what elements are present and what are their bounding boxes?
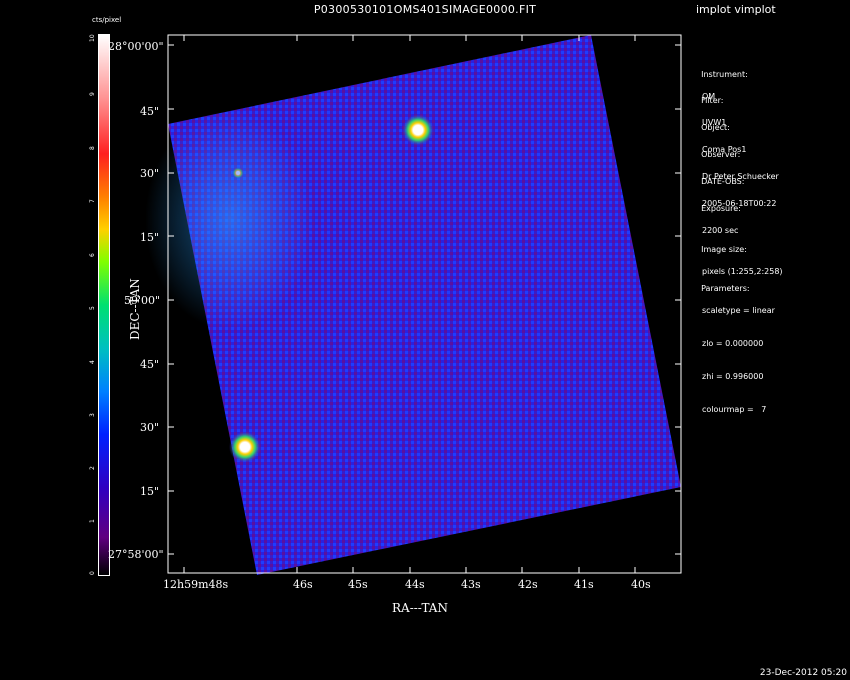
y-tick-label: 15" [140, 485, 160, 498]
instrument-value: OM [702, 92, 716, 101]
object-value: Coma Pos1 [702, 145, 747, 154]
plot-title: P0300530101OMS401SIMAGE0000.FIT [313, 3, 537, 16]
imagesize-value: pixels (1:255,2:258) [702, 267, 783, 276]
observer-value: Dr Peter Schuecker [702, 172, 779, 181]
instrument-info: Instrument: OM [696, 58, 748, 113]
filter-label: Filter: [701, 96, 724, 105]
faint-source [232, 167, 244, 179]
x-tick-label: 12h59m48s [163, 578, 229, 591]
timestamp: 23-Dec-2012 05:20 [759, 668, 847, 678]
object-info: Object: Coma Pos1 [696, 111, 746, 166]
y-tick-label: 59'00" [124, 294, 161, 307]
parameters-info: Parameters: scaletype = linear zlo = 0.0… [696, 272, 775, 426]
bright-source [229, 431, 261, 463]
x-tick-label: 40s [631, 578, 651, 591]
filter-value: UVW1 [702, 118, 727, 127]
date-info: DATE-OBS: 2005-06-18T00:22 [696, 165, 776, 220]
object-label: Object: [701, 123, 730, 132]
observer-label: Observer: [701, 150, 741, 159]
axis-ticks [168, 35, 681, 573]
filter-info: Filter: UVW1 [696, 84, 726, 139]
x-tick-label: 41s [574, 578, 594, 591]
colourmap-value: colourmap = 7 [702, 405, 767, 414]
y-axis-label: DEC--TAN [128, 278, 142, 340]
y-tick-label: 28°00'00" [108, 40, 164, 53]
x-tick-label: 42s [518, 578, 538, 591]
x-tick-label: 45s [348, 578, 368, 591]
instrument-label: Instrument: [701, 70, 748, 79]
observer-info: Observer: Dr Peter Schuecker [696, 138, 779, 193]
y-tick-label: 27°58'00" [108, 548, 164, 561]
exposure-value: 2200 sec [702, 226, 739, 235]
exposure-label: Exposure: [701, 204, 741, 213]
x-tick-label: 44s [405, 578, 425, 591]
exposure-info: Exposure: 2200 sec [696, 192, 741, 247]
plot-frame [167, 34, 682, 574]
diffuse-emission [145, 110, 315, 330]
scaletype-value: scaletype = linear [702, 306, 775, 315]
y-tick-label: 15" [140, 231, 160, 244]
imagesize-label: Image size: [701, 245, 747, 254]
x-tick-label: 43s [461, 578, 481, 591]
x-axis-label: RA---TAN [392, 601, 448, 615]
date-label: DATE-OBS: [701, 177, 745, 186]
x-tick-label: 46s [293, 578, 313, 591]
zlo-value: zlo = 0.000000 [702, 339, 764, 348]
colorbar [98, 34, 110, 576]
parameters-label: Parameters: [701, 284, 750, 293]
colorbar-unit: cts/pixel [92, 16, 122, 24]
app-label: implot vimplot [696, 3, 776, 16]
y-tick-label: 45" [140, 105, 160, 118]
y-tick-label: 45" [140, 358, 160, 371]
zhi-value: zhi = 0.996000 [702, 372, 764, 381]
bright-source [402, 114, 434, 146]
date-value: 2005-06-18T00:22 [702, 199, 777, 208]
y-tick-label: 30" [140, 167, 160, 180]
y-tick-label: 30" [140, 421, 160, 434]
imagesize-info: Image size: pixels (1:255,2:258) [696, 233, 783, 288]
